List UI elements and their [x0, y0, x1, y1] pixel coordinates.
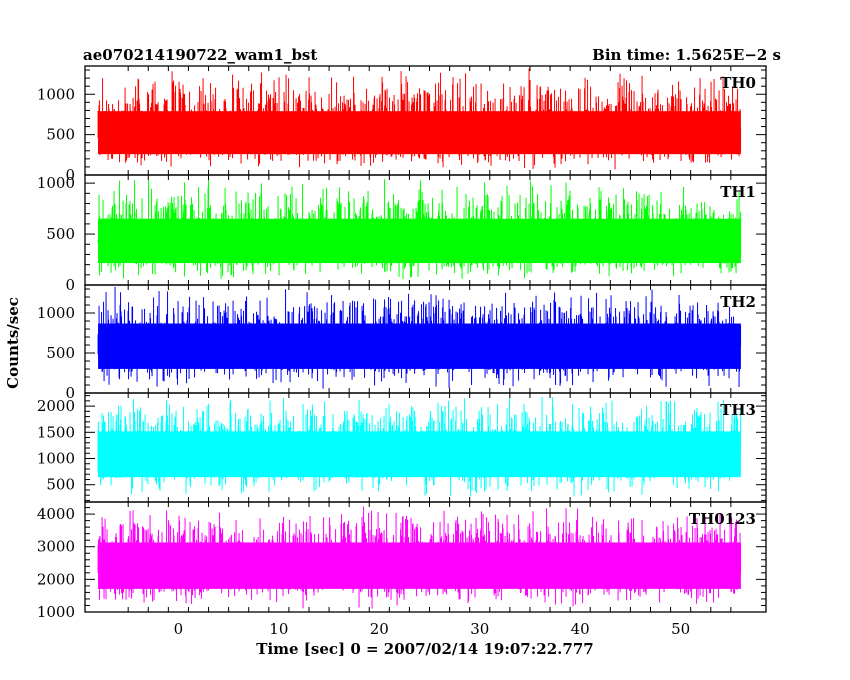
x-tick-label: 40	[571, 620, 590, 638]
x-tick-label: 30	[470, 620, 489, 638]
y-axis-label: Counts/sec	[4, 297, 22, 389]
y-tick-label: 1000	[37, 304, 75, 322]
panel-label-th0123: TH0123	[689, 510, 756, 528]
y-tick-label: 0	[65, 276, 75, 294]
panel-label-th0: TH0	[720, 74, 756, 92]
y-tick-label: 500	[46, 126, 75, 144]
panel-th1: 0 500 1000 TH1	[37, 174, 767, 294]
y-tick-label: 500	[46, 344, 75, 362]
x-tick-label: 20	[370, 620, 389, 638]
y-tick-label: 1000	[37, 85, 75, 103]
panel-frame	[84, 501, 767, 613]
x-tick-label: 0	[174, 620, 184, 638]
x-axis-label: Time [sec] 0 = 2007/02/14 19:07:22.777	[256, 640, 593, 658]
series-th0	[97, 68, 742, 170]
panel-th3: 500 1000 1500 2000 TH3	[37, 392, 767, 503]
series-th0123	[97, 506, 742, 609]
y-tick-label: 2000	[37, 397, 75, 415]
y-tick-label: 1000	[37, 174, 75, 192]
y-tick-label: 2000	[37, 570, 75, 588]
y-tick-label: 4000	[37, 505, 75, 523]
series-th3	[97, 397, 742, 497]
series-th1	[97, 179, 742, 280]
y-tick-label: 1000	[37, 450, 75, 468]
chart-title: ae070214190722_wam1_bst	[83, 46, 317, 64]
y-tick-label: 1500	[37, 423, 75, 441]
panel-th0: 0 500 1000 TH0	[37, 65, 767, 184]
y-tick-label: 3000	[37, 538, 75, 556]
y-tick-label: 0	[65, 166, 75, 184]
panel-th2: 0 500 1000 TH2	[37, 284, 767, 402]
series-th2	[97, 286, 742, 389]
bin-time-label: Bin time: 1.5625E−2 s	[592, 46, 781, 64]
y-tick-label: 500	[46, 225, 75, 243]
panel-th0123: 1000 2000 3000 4000 TH0123	[37, 501, 767, 621]
panel-label-th2: TH2	[720, 293, 756, 311]
y-tick-label: 0	[65, 384, 75, 402]
y-tick-label: 1000	[37, 603, 75, 621]
y-tick-label: 500	[46, 476, 75, 494]
panel-label-th3: TH3	[720, 401, 756, 419]
x-tick-label: 50	[671, 620, 690, 638]
x-tick-label: 10	[269, 620, 288, 638]
panel-label-th1: TH1	[720, 183, 756, 201]
